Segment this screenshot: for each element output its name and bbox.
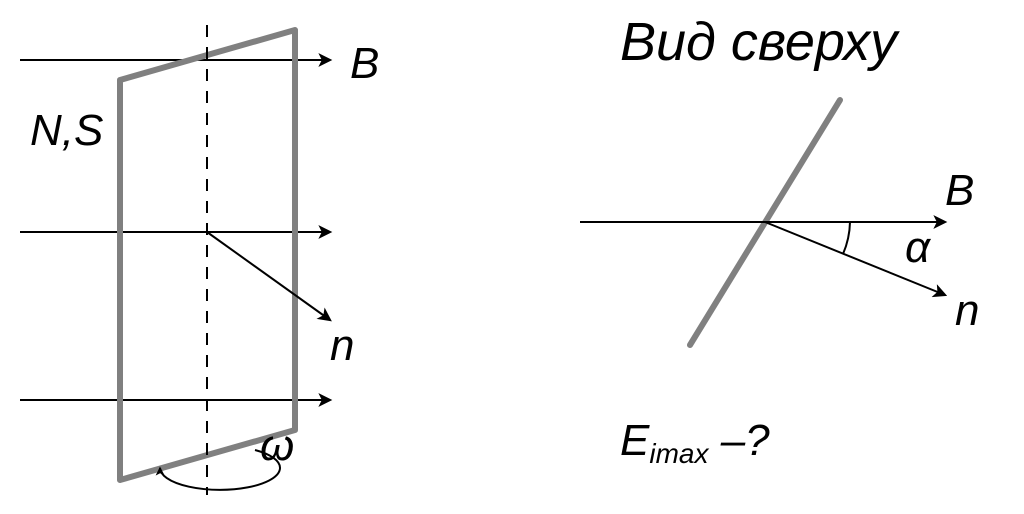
eimax-suffix: –? (708, 416, 770, 465)
label-B-right: B (945, 166, 974, 215)
eimax-prefix: E (620, 416, 650, 465)
label-n-left: n (330, 321, 354, 370)
label-omega: ω (260, 421, 294, 470)
right-diagram: Вид сверху B α n Eimax –? (580, 12, 979, 469)
label-n-right: n (955, 286, 979, 335)
title-top-view: Вид сверху (620, 12, 900, 72)
eimax-sub: imax (649, 438, 709, 469)
label-B-left: B (350, 39, 379, 88)
angle-arc (843, 222, 850, 254)
normal-vector (207, 232, 330, 320)
label-NS: N,S (30, 106, 103, 155)
label-alpha: α (905, 223, 932, 272)
left-diagram: B N,S n ω (20, 25, 379, 495)
label-eimax: Eimax –? (620, 416, 770, 469)
